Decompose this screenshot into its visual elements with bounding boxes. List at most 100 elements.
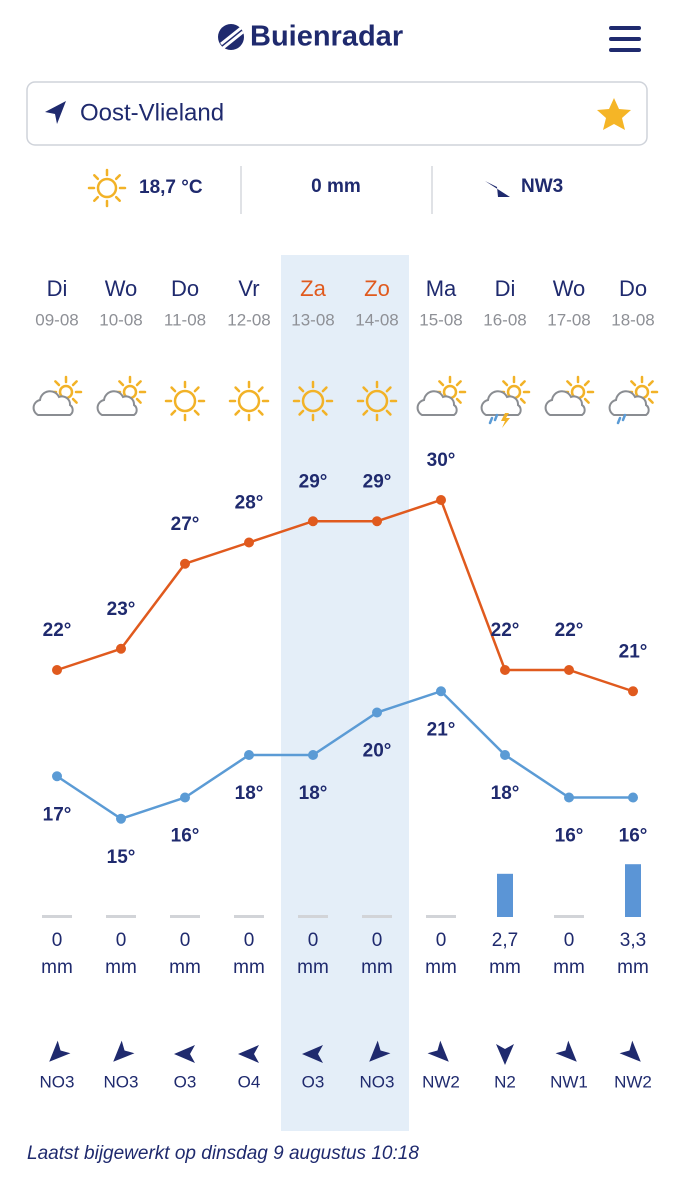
weather-icon bbox=[544, 375, 595, 416]
weather-icon bbox=[608, 375, 659, 425]
min-temperature-label: 16° bbox=[171, 826, 200, 847]
wind-arrow bbox=[369, 1040, 391, 1062]
rain-unit: mm bbox=[233, 957, 265, 978]
max-temperature-label: 29° bbox=[363, 471, 392, 492]
rain-unit: mm bbox=[425, 957, 457, 978]
rain-unit: mm bbox=[489, 957, 521, 978]
day-name: Wo bbox=[105, 276, 138, 301]
menu-bar bbox=[609, 26, 641, 30]
weather-icon bbox=[164, 380, 206, 422]
sun-ray bbox=[257, 409, 264, 416]
sun-ray bbox=[257, 386, 264, 393]
current-weather: 18,7 °C 0 mm NW3 bbox=[87, 166, 563, 214]
sun-ray bbox=[455, 397, 462, 404]
sun-ray bbox=[114, 195, 121, 202]
max-temperature-label: 22° bbox=[491, 620, 520, 641]
day-date: 10-08 bbox=[99, 310, 142, 329]
sun-ray bbox=[234, 386, 241, 393]
sun-ray bbox=[170, 409, 177, 416]
sun-ray bbox=[519, 397, 526, 404]
sun-ray bbox=[647, 397, 654, 404]
sun-core bbox=[237, 389, 261, 413]
day-name: Di bbox=[495, 276, 516, 301]
sun-ray bbox=[647, 380, 654, 387]
favorite-star[interactable] bbox=[597, 98, 631, 130]
raindrops bbox=[488, 413, 499, 425]
cloud bbox=[480, 390, 522, 416]
sun-ray bbox=[170, 386, 177, 393]
wind-arrow bbox=[238, 1045, 259, 1063]
weather-icon bbox=[480, 375, 531, 428]
wind-label: NW2 bbox=[422, 1072, 460, 1091]
sun-ray bbox=[321, 386, 328, 393]
sun-ray bbox=[519, 380, 526, 387]
sun-ray bbox=[193, 409, 200, 416]
max-temperature-label: 28° bbox=[235, 493, 264, 514]
current-wind: NW3 bbox=[521, 176, 563, 197]
day-date: 09-08 bbox=[35, 310, 78, 329]
max-temperature-label: 22° bbox=[43, 620, 72, 641]
cloud bbox=[608, 390, 650, 416]
menu-bar bbox=[609, 37, 641, 41]
wind-arrow bbox=[49, 1040, 71, 1062]
sun-ray bbox=[93, 195, 100, 202]
sun-ray bbox=[438, 380, 445, 387]
min-temperature-label: 18° bbox=[491, 783, 520, 804]
lightning bbox=[501, 413, 510, 428]
day-date: 17-08 bbox=[547, 310, 590, 329]
wind-arrow bbox=[302, 1045, 323, 1063]
rain-bar-empty bbox=[298, 915, 328, 918]
weather-icon bbox=[416, 375, 467, 416]
rain-amount: 0 bbox=[180, 930, 191, 951]
rain-bar-empty bbox=[42, 915, 72, 918]
sun-ray bbox=[362, 386, 369, 393]
wind-label: NW1 bbox=[550, 1072, 588, 1091]
sun-ray bbox=[385, 409, 392, 416]
max-temperature-label: 23° bbox=[107, 599, 136, 620]
current-temperature: 18,7 °C bbox=[139, 177, 203, 198]
min-temperature-label: 18° bbox=[299, 783, 328, 804]
max-temperature-point bbox=[308, 516, 318, 527]
wind-arrow bbox=[427, 1040, 449, 1062]
sun-ray bbox=[118, 380, 125, 387]
sun-ray bbox=[135, 397, 142, 404]
sun-ray bbox=[54, 380, 61, 387]
max-temperature-label: 29° bbox=[299, 471, 328, 492]
wind-arrow bbox=[174, 1045, 195, 1063]
sun-ray bbox=[583, 397, 590, 404]
sun-ray bbox=[193, 386, 200, 393]
day-name: Di bbox=[47, 276, 68, 301]
wind-label: O3 bbox=[174, 1072, 197, 1091]
cloud bbox=[416, 390, 458, 416]
min-temperature-point bbox=[52, 771, 62, 782]
rain-unit: mm bbox=[553, 957, 585, 978]
wind-label: NW2 bbox=[614, 1072, 652, 1091]
min-temperature-line bbox=[56, 689, 633, 821]
rain-unit: mm bbox=[41, 957, 73, 978]
sun-ray bbox=[362, 409, 369, 416]
min-temperature-point bbox=[180, 792, 190, 803]
location-icon bbox=[45, 101, 66, 124]
day-date: 16-08 bbox=[483, 310, 526, 329]
min-temperature-label: 16° bbox=[555, 826, 584, 847]
menu-bar bbox=[609, 48, 641, 52]
min-temperature-label: 20° bbox=[363, 741, 392, 762]
rain-amount: 2,7 bbox=[492, 930, 518, 951]
day-name: Do bbox=[619, 276, 647, 301]
menu-button[interactable] bbox=[609, 26, 641, 52]
rain-bar-empty bbox=[234, 915, 264, 918]
sun-ray bbox=[114, 174, 121, 181]
wind-arrow bbox=[619, 1040, 641, 1062]
location-box[interactable]: Oost-Vlieland bbox=[26, 81, 648, 146]
rain-bar-empty bbox=[426, 915, 456, 918]
day-date: 18-08 bbox=[611, 310, 654, 329]
current-rain: 0 mm bbox=[311, 176, 361, 197]
min-temperature-point bbox=[116, 813, 126, 824]
logo[interactable]: Buienradar bbox=[218, 21, 403, 53]
day-name: Za bbox=[300, 276, 326, 301]
wind-arrow bbox=[555, 1040, 577, 1062]
sun-core bbox=[173, 389, 197, 413]
rain-unit: mm bbox=[169, 957, 201, 978]
rain-bar bbox=[625, 864, 641, 917]
